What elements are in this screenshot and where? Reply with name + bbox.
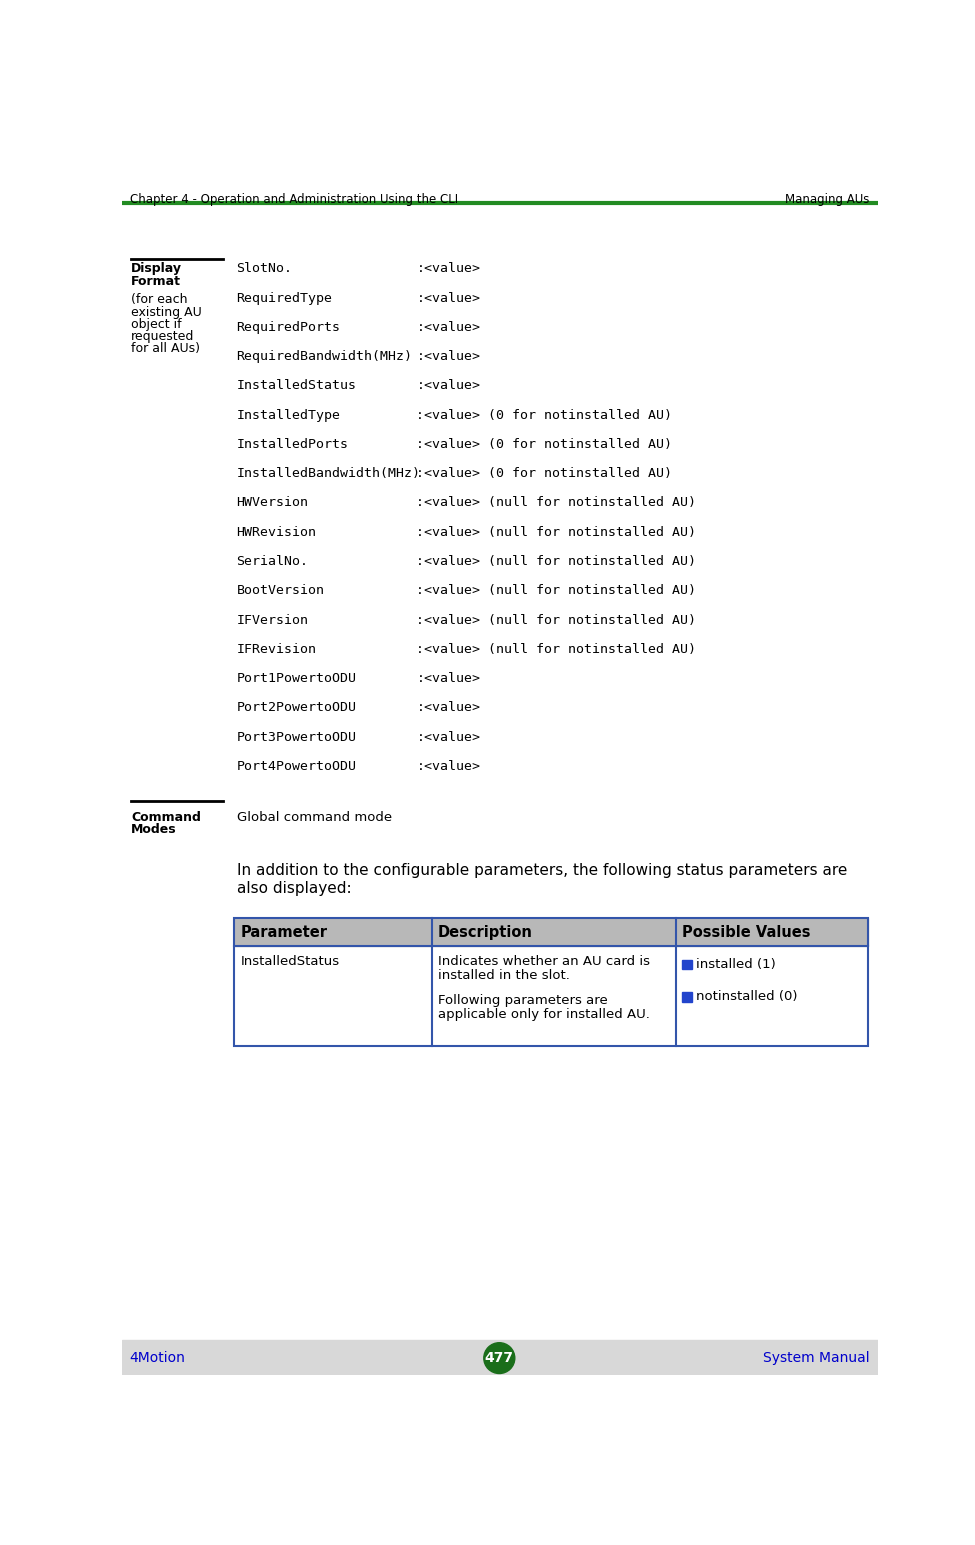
Text: :<value> (null for notinstalled AU): :<value> (null for notinstalled AU) <box>416 555 696 569</box>
Text: :<value>: :<value> <box>416 672 481 684</box>
Text: :<value>: :<value> <box>416 292 481 304</box>
Text: InstalledPorts: InstalledPorts <box>237 437 349 451</box>
Text: InstalledBandwidth(MHz): InstalledBandwidth(MHz) <box>237 467 420 480</box>
Text: notinstalled (0): notinstalled (0) <box>696 990 798 1004</box>
Text: :<value> (null for notinstalled AU): :<value> (null for notinstalled AU) <box>416 643 696 655</box>
Bar <box>682 959 691 969</box>
Text: requested: requested <box>132 331 195 343</box>
Text: :<value> (0 for notinstalled AU): :<value> (0 for notinstalled AU) <box>416 467 673 480</box>
Text: :<value>: :<value> <box>416 760 481 772</box>
Text: RequiredType: RequiredType <box>237 292 332 304</box>
Text: for all AUs): for all AUs) <box>132 343 200 355</box>
Text: applicable only for installed AU.: applicable only for installed AU. <box>438 1007 650 1021</box>
Text: Port3PowertoODU: Port3PowertoODU <box>237 731 357 743</box>
Text: IFVersion: IFVersion <box>237 613 308 627</box>
Text: :<value> (0 for notinstalled AU): :<value> (0 for notinstalled AU) <box>416 409 673 422</box>
Text: InstalledStatus: InstalledStatus <box>241 955 339 969</box>
Text: InstalledStatus: InstalledStatus <box>237 380 357 392</box>
Text: In addition to the configurable parameters, the following status parameters are: In addition to the configurable paramete… <box>237 864 847 878</box>
Text: existing AU: existing AU <box>132 306 202 318</box>
Text: Possible Values: Possible Values <box>682 925 810 939</box>
Text: :<value>: :<value> <box>416 351 481 363</box>
Text: System Manual: System Manual <box>763 1352 870 1366</box>
Text: HWRevision: HWRevision <box>237 525 317 539</box>
Text: 4Motion: 4Motion <box>130 1352 185 1366</box>
Text: (for each: (for each <box>132 294 187 306</box>
Text: InstalledType: InstalledType <box>237 409 340 422</box>
Text: SerialNo.: SerialNo. <box>237 555 308 569</box>
Text: Global command mode: Global command mode <box>237 811 392 823</box>
Bar <box>234 918 868 946</box>
Text: Display: Display <box>132 263 182 275</box>
Text: Following parameters are: Following parameters are <box>438 993 607 1007</box>
Text: Parameter: Parameter <box>241 925 328 939</box>
Text: Port4PowertoODU: Port4PowertoODU <box>237 760 357 772</box>
Text: :<value>: :<value> <box>416 701 481 714</box>
Text: also displayed:: also displayed: <box>237 882 351 896</box>
Text: Indicates whether an AU card is: Indicates whether an AU card is <box>438 955 650 969</box>
Text: Managing AUs: Managing AUs <box>786 193 870 205</box>
Text: SlotNo.: SlotNo. <box>237 263 292 275</box>
Text: Chapter 4 - Operation and Administration Using the CLI: Chapter 4 - Operation and Administration… <box>130 193 457 205</box>
Text: :<value> (0 for notinstalled AU): :<value> (0 for notinstalled AU) <box>416 437 673 451</box>
Text: :<value>: :<value> <box>416 321 481 334</box>
Text: HWVersion: HWVersion <box>237 496 308 510</box>
Bar <box>234 918 868 1046</box>
Bar <box>682 992 691 1001</box>
Text: :<value> (null for notinstalled AU): :<value> (null for notinstalled AU) <box>416 613 696 627</box>
Text: RequiredBandwidth(MHz): RequiredBandwidth(MHz) <box>237 351 412 363</box>
Text: installed (1): installed (1) <box>696 958 776 972</box>
Text: :<value> (null for notinstalled AU): :<value> (null for notinstalled AU) <box>416 525 696 539</box>
Bar <box>122 1341 878 1375</box>
Text: object if: object if <box>132 318 181 331</box>
Text: Description: Description <box>438 925 533 939</box>
Text: :<value>: :<value> <box>416 380 481 392</box>
Text: Port1PowertoODU: Port1PowertoODU <box>237 672 357 684</box>
Text: Port2PowertoODU: Port2PowertoODU <box>237 701 357 714</box>
Text: :<value>: :<value> <box>416 731 481 743</box>
Text: :<value> (null for notinstalled AU): :<value> (null for notinstalled AU) <box>416 496 696 510</box>
Text: IFRevision: IFRevision <box>237 643 317 655</box>
Text: 477: 477 <box>485 1352 514 1366</box>
Text: Modes: Modes <box>132 823 176 836</box>
Circle shape <box>484 1343 515 1374</box>
Text: Format: Format <box>132 275 181 287</box>
Text: :<value> (null for notinstalled AU): :<value> (null for notinstalled AU) <box>416 584 696 598</box>
Text: BootVersion: BootVersion <box>237 584 325 598</box>
Text: Command: Command <box>132 811 201 823</box>
Text: installed in the slot.: installed in the slot. <box>438 969 570 983</box>
Text: RequiredPorts: RequiredPorts <box>237 321 340 334</box>
Text: :<value>: :<value> <box>416 263 481 275</box>
